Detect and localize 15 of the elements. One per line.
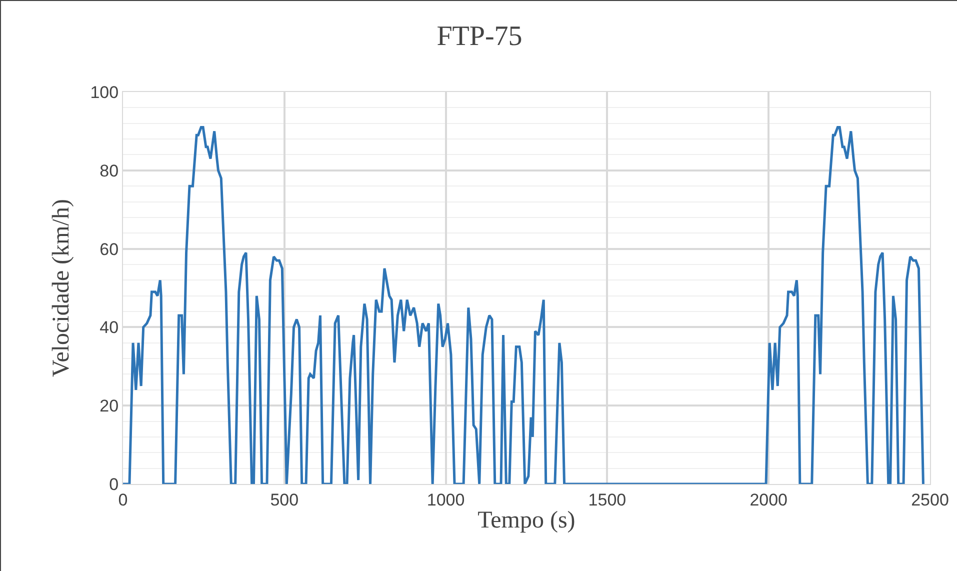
y-tick-label: 40 — [100, 318, 119, 338]
y-tick-label: 60 — [100, 240, 119, 259]
x-tick-label: 500 — [270, 490, 299, 510]
y-tick-label: 0 — [109, 474, 119, 494]
x-tick-label: 1000 — [426, 490, 465, 510]
y-tick-label: 20 — [100, 396, 119, 416]
x-tick-label: 1500 — [588, 490, 626, 510]
line-series — [123, 126, 924, 484]
x-tick-label: 2000 — [750, 490, 788, 510]
y-tick-label: 100 — [90, 82, 119, 102]
y-tick-label: 80 — [100, 161, 119, 180]
x-axis-title: Tempo (s) — [478, 508, 576, 534]
chart-title: FTP-75 — [436, 21, 522, 52]
x-tick-label: 2500 — [911, 490, 949, 510]
y-axis-title: Velocidade (km/h) — [48, 199, 74, 377]
